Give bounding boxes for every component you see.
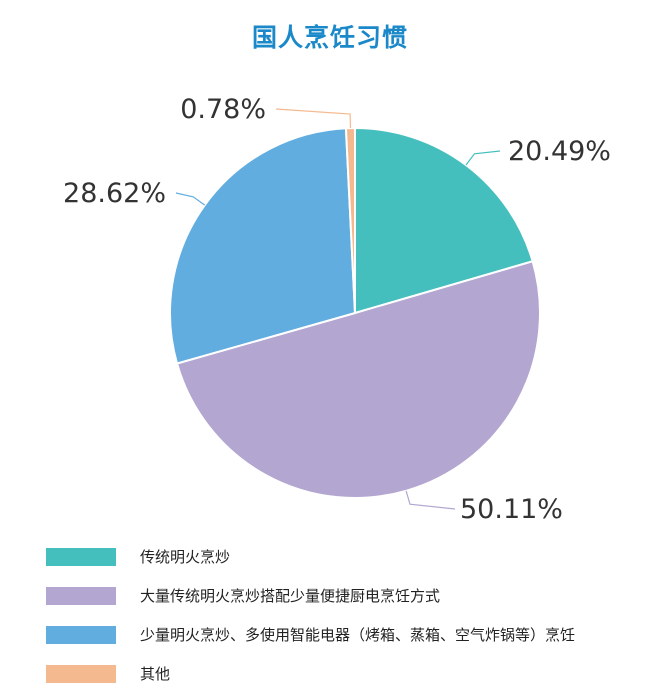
legend-swatch	[46, 625, 116, 644]
legend-label: 大量传统明火烹炒搭配少量便捷厨电烹饪方式	[140, 587, 441, 605]
leader-line-4	[275, 108, 352, 129]
legend-swatch	[46, 586, 116, 605]
legend-item-3: 少量明火烹炒、多使用智能电器（烤箱、蒸箱、空气炸锅等）烹饪	[46, 615, 575, 654]
legend-label: 传统明火烹炒	[140, 548, 231, 566]
data-label-1: 20.49%	[508, 136, 611, 167]
leader-line-1	[465, 150, 501, 166]
legend-label: 其他	[140, 665, 171, 683]
data-label-3: 28.62%	[63, 178, 166, 209]
legend: 传统明火烹炒大量传统明火烹炒搭配少量便捷厨电烹饪方式少量明火烹炒、多使用智能电器…	[46, 537, 575, 693]
leader-line-2	[405, 490, 456, 510]
data-label-2: 50.11%	[460, 494, 563, 525]
legend-label: 少量明火烹炒、多使用智能电器（烤箱、蒸箱、空气炸锅等）烹饪	[140, 626, 576, 644]
leader-line-3	[175, 192, 206, 206]
chart-title: 国人烹饪习惯	[251, 23, 408, 52]
legend-swatch	[46, 547, 116, 566]
legend-item-2: 大量传统明火烹炒搭配少量便捷厨电烹饪方式	[46, 576, 575, 615]
pie-slice-3	[169, 127, 357, 365]
data-label-4: 0.78%	[180, 94, 266, 125]
legend-item-1: 传统明火烹炒	[46, 537, 575, 576]
legend-swatch	[46, 664, 116, 683]
pie-chart: 20.49% 50.11% 28.62% 0.78%	[63, 94, 611, 525]
legend-item-4: 其他	[46, 654, 575, 693]
